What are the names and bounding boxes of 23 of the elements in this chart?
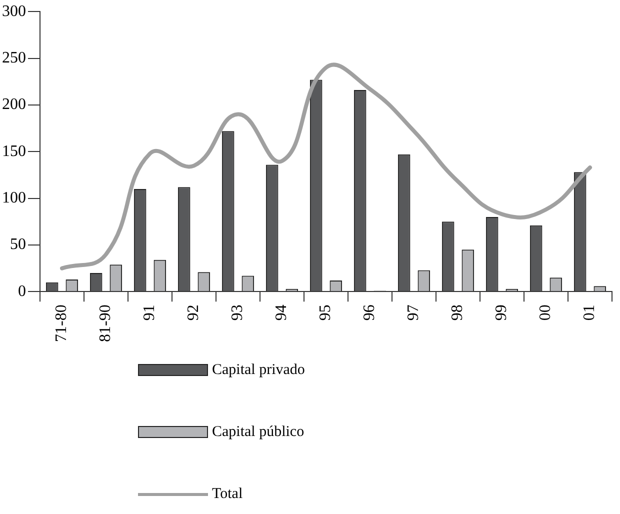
x-tick-label: 95: [317, 304, 334, 321]
legend-label: Capital privado: [212, 362, 305, 378]
legend-label: Capital público: [212, 424, 304, 440]
x-tick-label: 91: [141, 304, 158, 321]
y-tick-label: 250: [2, 49, 26, 66]
x-tick-label: 93: [229, 304, 246, 321]
y-tick-label: 100: [2, 190, 26, 207]
y-tick-label: 150: [2, 142, 26, 160]
x-tick-label: 98: [449, 304, 466, 321]
y-tick-label: 0: [18, 282, 26, 300]
x-tick-label: 97: [405, 304, 422, 321]
x-tick-label: 71-80: [53, 304, 70, 342]
x-tick-label: 01: [581, 304, 598, 321]
y-tick-label: 200: [2, 96, 26, 114]
x-tick-label: 81-90: [97, 304, 114, 342]
y-tick-label: 300: [2, 2, 26, 20]
x-tick-label: 96: [361, 304, 378, 321]
x-tick-label: 92: [185, 304, 202, 321]
y-tick-label: 50: [10, 236, 26, 254]
legend-label: Total: [212, 486, 243, 502]
x-tick-label: 00: [537, 304, 554, 321]
x-tick-label: 99: [493, 304, 510, 321]
x-tick-label: 94: [273, 304, 290, 321]
